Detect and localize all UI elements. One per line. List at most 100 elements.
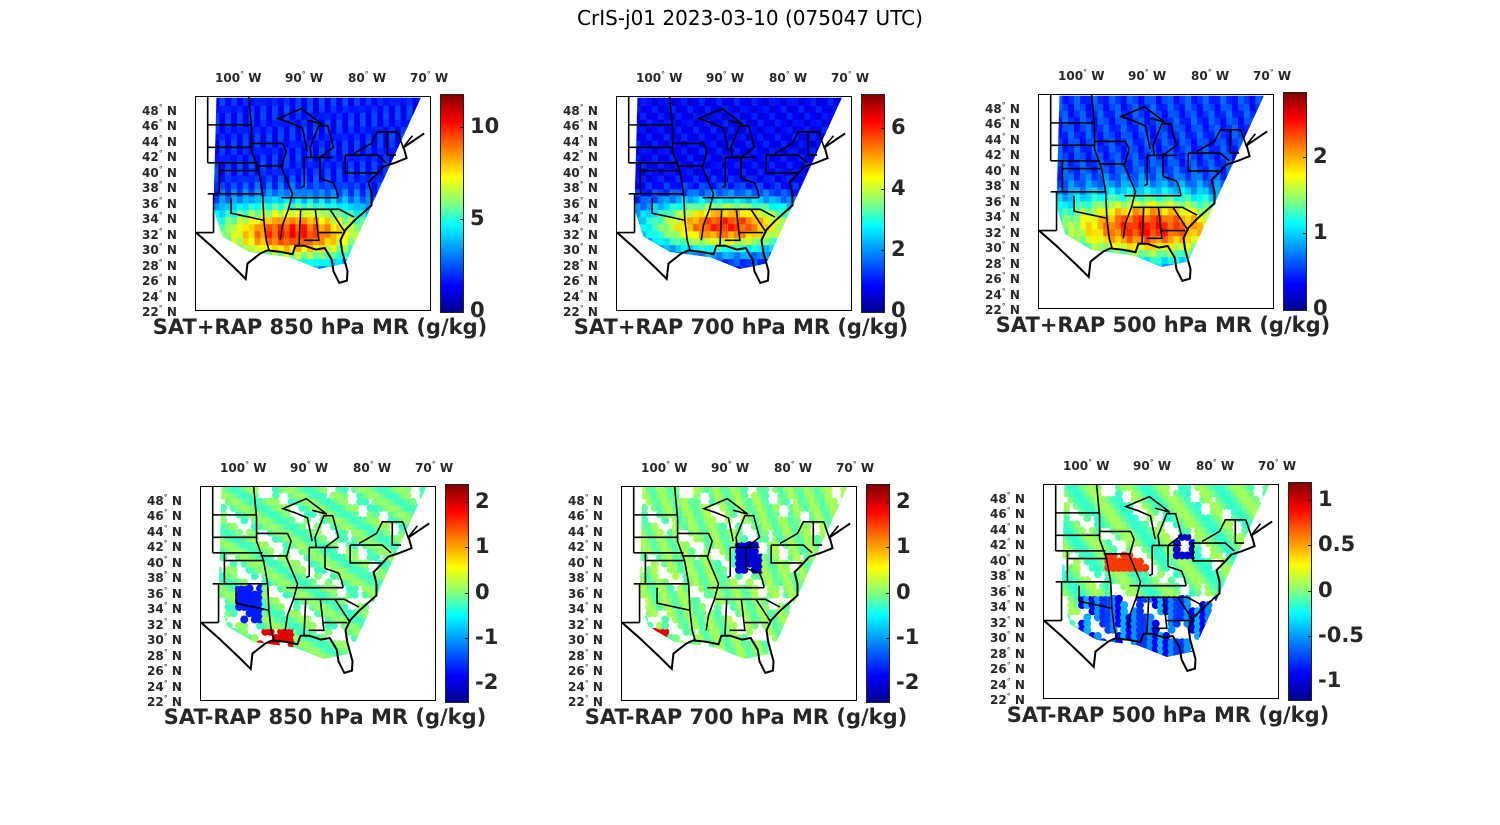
field-cell	[225, 104, 233, 113]
field-cell	[1243, 116, 1251, 125]
field-cell	[330, 104, 338, 113]
lat-tick-label: 48° N	[147, 492, 182, 508]
field-cell	[780, 153, 788, 162]
field-cell	[698, 160, 706, 169]
field-cell	[1232, 270, 1239, 278]
field-cell	[283, 244, 291, 253]
field-cell	[307, 258, 315, 267]
field-cell	[266, 202, 274, 211]
field-cell	[810, 223, 818, 232]
field-cell	[318, 118, 326, 127]
field-cell	[1267, 256, 1273, 264]
field-cell	[1255, 172, 1263, 181]
panel-title: SAT-RAP 850 hPa MR (g/kg)	[163, 705, 487, 729]
field-cell	[324, 209, 332, 218]
field-cell	[377, 230, 385, 239]
lat-tick-label: 36° N	[142, 195, 177, 211]
field-point	[366, 621, 375, 630]
field-cell	[295, 223, 303, 232]
field-cell	[693, 258, 701, 267]
field-point	[430, 523, 435, 531]
field-cell	[1156, 221, 1163, 230]
field-cell	[1237, 193, 1245, 202]
colorbar-tick-label: 0	[891, 298, 906, 322]
field-cell	[751, 111, 759, 120]
field-cell	[810, 139, 818, 148]
field-point	[209, 566, 217, 574]
field-cell	[313, 258, 320, 267]
boundary-line	[235, 587, 269, 611]
field-cell	[798, 251, 806, 260]
field-cell	[412, 230, 420, 239]
field-cell	[418, 153, 422, 162]
field-cell	[798, 125, 806, 134]
field-point	[430, 609, 435, 617]
field-cell	[1120, 95, 1128, 104]
field-cell	[1173, 200, 1181, 209]
field-point	[277, 665, 285, 673]
field-cell	[745, 111, 753, 120]
field-cell	[1255, 207, 1263, 216]
field-cell	[400, 132, 408, 141]
field-cell	[1156, 228, 1163, 237]
field-cell	[1109, 277, 1116, 285]
field-cell	[1085, 186, 1093, 195]
field-cell	[774, 223, 782, 232]
field-point	[229, 559, 238, 568]
field-cell	[774, 125, 782, 134]
field-cell	[698, 111, 706, 120]
field-cell	[1191, 214, 1199, 223]
boundary-line	[305, 547, 311, 579]
field-cell	[272, 104, 280, 113]
field-cell	[1132, 130, 1140, 139]
field-cell	[289, 209, 297, 218]
field-cell	[394, 125, 402, 134]
field-cell	[336, 167, 344, 176]
field-point	[645, 634, 654, 643]
field-cell	[359, 167, 367, 176]
field-cell	[1144, 263, 1152, 267]
field-cell	[681, 146, 689, 155]
colorbar-tick-mark	[881, 188, 885, 190]
field-cell	[266, 160, 274, 169]
field-cell	[646, 125, 654, 134]
field-cell	[1138, 207, 1146, 216]
field-cell	[780, 111, 788, 120]
field-cell	[371, 209, 379, 218]
field-cell	[353, 209, 361, 218]
field-cell	[394, 195, 402, 204]
field-cell	[1167, 207, 1175, 216]
lat-tick-label: 46° N	[147, 508, 182, 524]
field-cell	[763, 132, 771, 141]
field-cell	[406, 181, 414, 190]
field-cell	[821, 174, 829, 183]
boundary-line	[1122, 141, 1137, 239]
boundary-line	[324, 567, 344, 588]
field-point	[650, 522, 659, 531]
field-point	[419, 510, 427, 519]
field-cell	[318, 209, 326, 218]
field-cell	[821, 265, 829, 269]
field-cell	[1167, 158, 1175, 167]
field-cell	[1261, 256, 1265, 265]
field-cell	[266, 237, 274, 246]
field-cell	[710, 153, 718, 162]
field-cell	[1103, 116, 1111, 125]
field-cell	[377, 202, 385, 211]
field-cell	[424, 251, 430, 259]
field-cell	[400, 223, 408, 232]
field-cell	[745, 160, 753, 169]
field-point	[229, 522, 238, 531]
field-cell	[248, 223, 256, 232]
field-cell	[342, 97, 350, 106]
field-cell	[1079, 221, 1087, 230]
field-cell	[1261, 165, 1265, 174]
field-cell	[710, 146, 718, 155]
field-cell	[1202, 186, 1210, 195]
field-cell	[219, 146, 227, 155]
field-point	[692, 491, 701, 500]
field-cell	[657, 237, 665, 246]
field-cell	[792, 188, 800, 197]
field-cell	[821, 188, 829, 197]
field-cell	[1244, 277, 1251, 285]
